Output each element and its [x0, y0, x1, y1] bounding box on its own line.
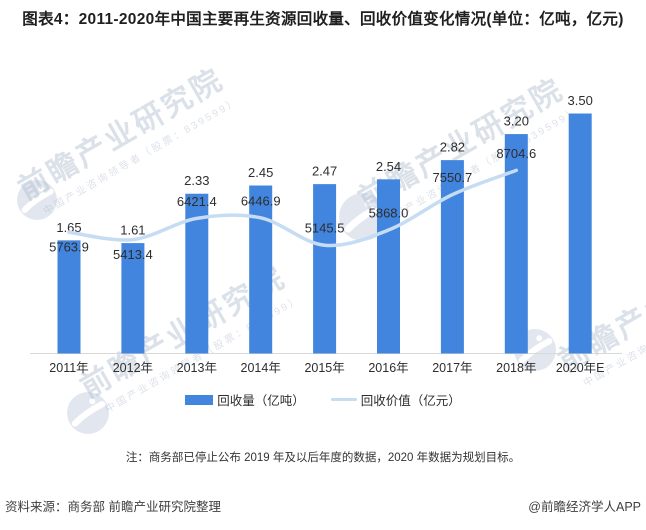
x-axis-label: 2015年: [304, 361, 344, 375]
bar: [57, 240, 81, 354]
bar-swatch-icon: [185, 394, 214, 405]
chart-note: 注：商务部已停止公布 2019 年及以后年度的数据，2020 年数据为规划目标。: [125, 452, 521, 464]
legend-bar-label: 回收量（亿吨）: [217, 394, 305, 408]
bar-value-label: 3.50: [568, 93, 593, 108]
legend: 回收量（亿吨） 回收价值（亿元）: [0, 390, 646, 409]
line-value-label: 5763.9: [49, 240, 89, 255]
bar: [440, 160, 464, 354]
source-text: 资料来源：商务部 前瞻产业研究院整理: [5, 500, 221, 514]
bar: [121, 243, 145, 354]
legend-line-label: 回收价值（亿元）: [360, 394, 461, 408]
bar-value-label: 1.61: [120, 223, 145, 238]
credit-text: @前瞻经济学人APP: [528, 500, 641, 514]
bar-value-label: 2.33: [184, 173, 209, 188]
bar: [504, 134, 528, 354]
x-axis-label: 2011年: [49, 361, 88, 375]
x-axis-label: 2016年: [368, 361, 408, 375]
line-value-label: 5413.4: [113, 247, 153, 262]
x-axis-label: 2014年: [241, 361, 281, 375]
line-swatch-icon: [330, 397, 357, 402]
bar-value-label: 2.54: [376, 159, 401, 174]
footer: 资料来源：商务部 前瞻产业研究院整理 @前瞻经济学人APP: [5, 496, 641, 515]
bar-value-label: 1.65: [56, 220, 81, 235]
line-value-label: 6446.9: [241, 193, 281, 208]
bar: [568, 113, 592, 354]
bar: [377, 179, 400, 354]
legend-item-line: 回收价值（亿元）: [330, 390, 461, 409]
x-axis-label: 2018年: [496, 361, 536, 375]
line-series: [67, 168, 519, 248]
line-value-label: 7550.7: [433, 170, 473, 185]
legend-item-bar: 回收量（亿吨）: [185, 390, 305, 409]
bar-value-label: 2.45: [248, 165, 273, 180]
x-axis-label: 2013年: [177, 361, 217, 375]
line-value-label: 5868.0: [369, 206, 409, 221]
x-axis-label: 2017年: [432, 361, 472, 375]
line-value-label: 6421.4: [177, 194, 217, 209]
bar-value-label: 2.82: [440, 140, 465, 155]
bar: [249, 185, 273, 354]
bar-value-label: 3.20: [504, 114, 529, 129]
bar: [313, 184, 337, 354]
chart-canvas: 1.65 1.61 2.33 2.45 2.47 2.54 2.82 3.20 3.50 5763…: [30, 93, 622, 375]
bar-value-label: 2.47: [312, 164, 337, 179]
bar: [185, 193, 209, 354]
x-axis-label: 2020年E: [556, 361, 605, 375]
line-value-label: 5145.5: [305, 221, 345, 236]
x-axis-label: 2012年: [113, 361, 153, 375]
line-value-label: 8704.6: [496, 146, 536, 161]
chart-title: 图表4：2011-2020年中国主要再生资源回收量、回收价值变化情况(单位：亿吨…: [22, 11, 624, 28]
